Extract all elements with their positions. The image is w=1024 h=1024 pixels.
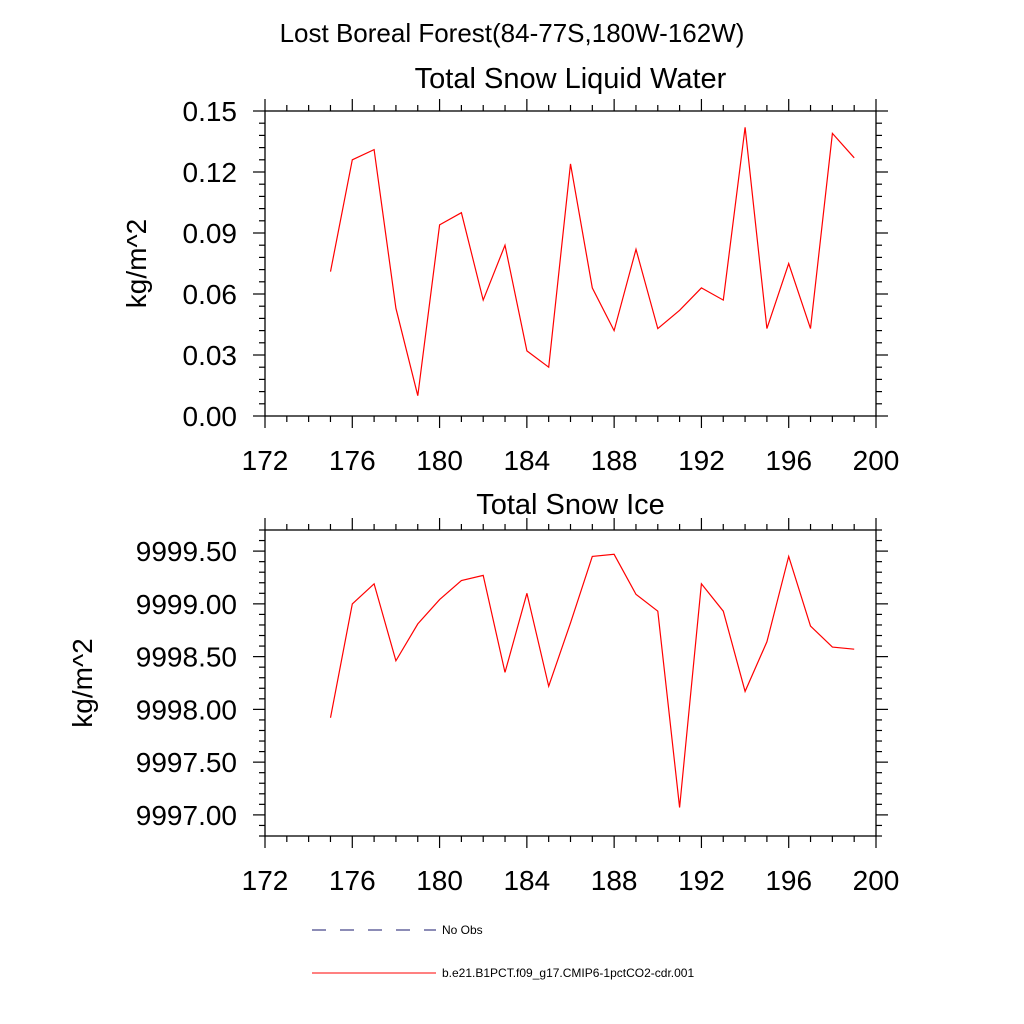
y-tick-label: 0.03: [183, 340, 238, 371]
y-tick-label: 0.06: [183, 279, 238, 310]
x-tick-label: 192: [678, 865, 725, 896]
x-tick-label: 184: [503, 865, 550, 896]
x-tick-label: 176: [329, 445, 376, 476]
x-tick-label: 172: [242, 445, 289, 476]
y-tick-label: 9999.50: [136, 536, 237, 567]
y-tick-label: 9998.00: [136, 694, 237, 725]
panel-title: Total Snow Ice: [476, 489, 665, 521]
figure-supertitle: Lost Boreal Forest(84-77S,180W-162W): [280, 18, 745, 48]
x-tick-label: 196: [765, 445, 812, 476]
x-tick-label: 200: [853, 865, 900, 896]
legend-label-no-obs: No Obs: [442, 923, 483, 937]
y-tick-label: 9998.50: [136, 642, 237, 673]
x-tick-label: 176: [329, 865, 376, 896]
series-line: [329, 553, 855, 808]
legend: No Obs b.e21.B1PCT.f09_g17.CMIP6-1pctCO2…: [312, 923, 694, 980]
x-tick-label: 188: [591, 865, 638, 896]
x-tick-label: 172: [242, 865, 289, 896]
y-tick-label: 9997.00: [136, 800, 237, 831]
panel-title: Total Snow Liquid Water: [415, 63, 727, 95]
x-tick-label: 192: [678, 445, 725, 476]
series-line: [329, 127, 855, 396]
x-tick-label: 180: [416, 445, 463, 476]
y-tick-label: 0.15: [183, 96, 238, 127]
plot-frame: [264, 110, 877, 417]
y-axis-label: kg/m^2: [121, 219, 152, 308]
y-tick-label: 0.12: [183, 157, 238, 188]
panel-snow-liquid-water: Total Snow Liquid Water 172 176 180 184 188 19…: [121, 63, 899, 476]
x-tick-label: 180: [416, 865, 463, 896]
panel-snow-ice: Total Snow Ice 172 176 180 184 188 192 196 200 99…: [67, 489, 899, 896]
y-tick-label: 0.00: [183, 401, 238, 432]
y-tick-label: 9999.00: [136, 589, 237, 620]
legend-label-model: b.e21.B1PCT.f09_g17.CMIP6-1pctCO2-cdr.00…: [442, 966, 694, 980]
plot-frame: [264, 529, 877, 837]
x-tick-label: 184: [503, 445, 550, 476]
y-tick-label: 9997.50: [136, 747, 237, 778]
y-tick-label: 0.09: [183, 218, 238, 249]
x-tick-label: 188: [591, 445, 638, 476]
y-axis-label: kg/m^2: [67, 638, 98, 727]
x-tick-label: 196: [765, 865, 812, 896]
x-tick-label: 200: [853, 445, 900, 476]
